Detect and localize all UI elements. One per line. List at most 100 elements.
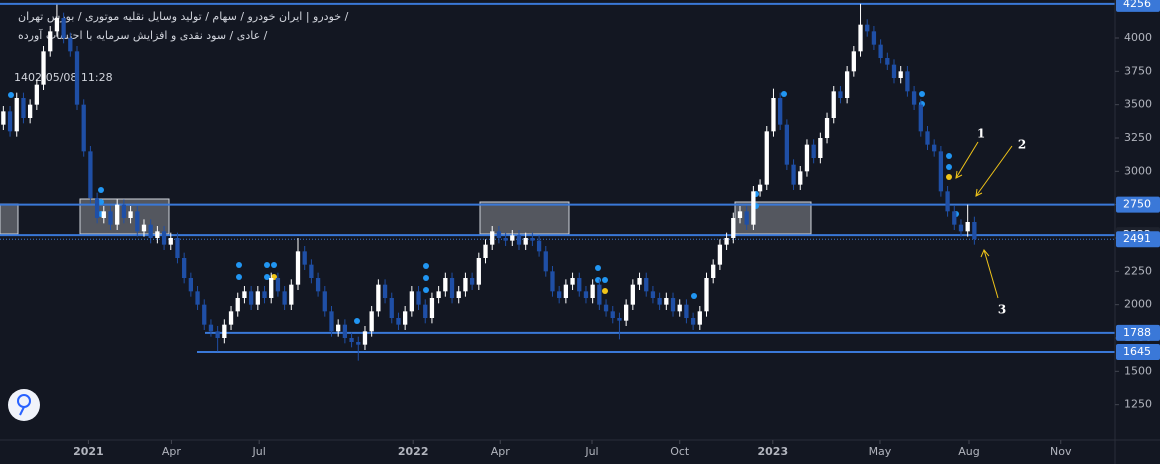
candle-body <box>342 324 348 338</box>
signal-dot <box>781 91 787 97</box>
candle-body <box>202 304 207 325</box>
level-label: 1788 <box>1123 326 1151 339</box>
candle-body <box>878 44 883 58</box>
candle-body <box>771 98 776 132</box>
signal-dot <box>236 262 242 268</box>
candle-body <box>235 298 240 312</box>
candle-body <box>496 231 502 238</box>
candle-body <box>222 324 227 338</box>
tool-button-bg[interactable] <box>8 389 40 421</box>
candle-body <box>744 211 749 225</box>
candle-body <box>188 278 193 292</box>
arrow-head <box>975 188 983 197</box>
candle-body <box>476 258 481 285</box>
candle-body <box>248 291 254 305</box>
candle-body <box>932 144 937 152</box>
candle-body <box>811 144 816 158</box>
signal-dot <box>271 262 277 268</box>
y-tick-label: 3750 <box>1124 64 1152 77</box>
candle-body <box>724 238 729 245</box>
candle-body <box>403 311 408 325</box>
candle-body <box>577 278 582 292</box>
candle-body <box>938 151 944 192</box>
candle-body <box>530 238 535 241</box>
candle-body <box>155 231 160 238</box>
candle-body <box>135 211 140 232</box>
candle-body <box>838 91 843 98</box>
candle-body <box>161 231 167 245</box>
header-line: خودرو | ایران خودرو / سهام / تولید وسایل… <box>18 10 349 23</box>
y-tick-label: 2250 <box>1124 264 1152 277</box>
candle-body <box>751 191 756 225</box>
candle-body <box>697 311 702 325</box>
candle-body <box>175 238 180 258</box>
candle-body <box>891 64 897 78</box>
candle-body <box>711 264 716 278</box>
candle-body <box>362 331 368 345</box>
candle-body <box>637 278 642 285</box>
candle-body <box>416 291 421 305</box>
level-label: 2750 <box>1123 198 1151 211</box>
signal-dot <box>423 263 429 269</box>
level-label: 4256 <box>1123 0 1151 10</box>
candle-body <box>570 278 575 285</box>
level-label: 1645 <box>1123 345 1151 358</box>
signal-dot <box>236 274 242 280</box>
candle-body <box>289 284 294 305</box>
candle-body <box>255 291 260 305</box>
candle-body <box>208 324 214 332</box>
signal-dot <box>602 277 608 283</box>
candle-body <box>436 291 441 298</box>
signal-dot <box>8 92 14 98</box>
candle-body <box>557 291 562 298</box>
annotation-arrows <box>955 141 1013 299</box>
arrow-head <box>980 249 990 258</box>
annotation-arrow <box>983 249 999 299</box>
candle-body <box>523 238 528 245</box>
level-label-bg <box>1116 324 1160 341</box>
y-tick-label: 3250 <box>1124 131 1152 144</box>
x-tick-label: Apr <box>162 445 182 458</box>
candle-body <box>670 298 676 312</box>
candle-body <box>831 91 836 118</box>
annotation: 1 <box>977 127 985 141</box>
candle-body <box>918 104 923 132</box>
candle-body <box>7 111 13 132</box>
candle-body <box>818 138 823 158</box>
candle-body <box>1 111 6 125</box>
candle-body <box>74 51 80 105</box>
candle-body <box>597 284 602 305</box>
x-tick-label: May <box>869 445 892 458</box>
candle-body <box>583 291 589 298</box>
candle-body <box>27 104 33 118</box>
candle-body <box>41 51 46 85</box>
x-tick-label: Jul <box>584 445 598 458</box>
candle-body <box>423 304 428 318</box>
candle-body <box>108 211 113 225</box>
candle-body <box>121 204 127 218</box>
zones <box>0 198 812 235</box>
candle-body <box>731 218 736 238</box>
level-label-bg <box>1116 344 1160 360</box>
candle-body <box>536 240 542 252</box>
candle-body <box>168 238 173 245</box>
signal-dot <box>919 91 925 97</box>
candle-body <box>242 291 247 298</box>
candle-body <box>128 211 133 218</box>
x-tick-label: 2022 <box>398 445 429 458</box>
signal-dot <box>595 265 601 271</box>
candle-body <box>550 271 555 292</box>
signal-dot <box>423 275 429 281</box>
candle-body <box>115 204 120 225</box>
candle-body <box>684 304 689 318</box>
signal-dot <box>98 187 104 193</box>
candle-body <box>590 284 595 298</box>
candle-body <box>322 291 327 312</box>
candle-body <box>443 278 448 292</box>
candle-body <box>885 58 890 65</box>
signal-dot <box>946 164 952 170</box>
candle-body <box>148 224 153 238</box>
tool-button[interactable] <box>8 389 40 421</box>
candle-body <box>315 278 321 292</box>
